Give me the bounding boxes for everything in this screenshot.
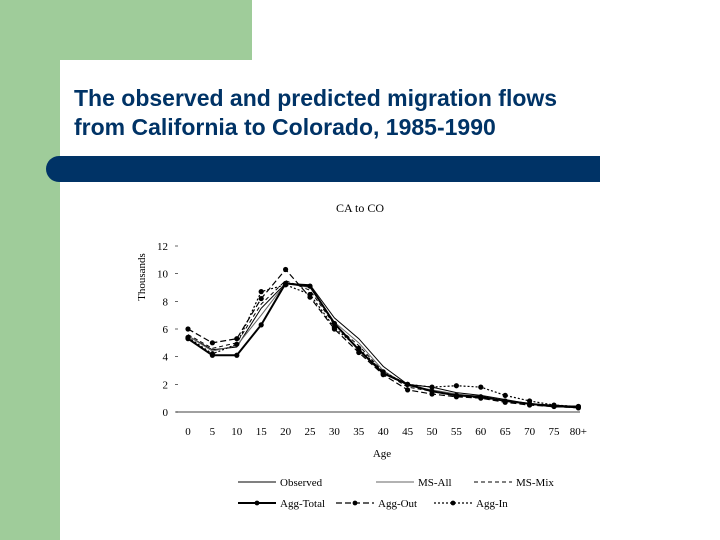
slide-title-line-1: The observed and predicted migration flo… — [74, 85, 558, 111]
x-tick-label-35: 35 — [353, 426, 365, 438]
series-point-agg-in — [307, 291, 313, 298]
x-tick-label-80+: 80+ — [570, 426, 587, 438]
series-point-agg-out — [258, 295, 264, 302]
series-point-agg-in — [234, 341, 240, 347]
legend-marker-agg-out — [352, 500, 358, 506]
x-tick-label-70: 70 — [524, 426, 536, 438]
x-tick-label-10: 10 — [231, 426, 243, 438]
series-point-agg-out — [234, 336, 240, 342]
series-point-agg-in — [380, 369, 386, 375]
series-line-observed — [187, 282, 579, 407]
y-axis-label: Thousands — [136, 253, 148, 301]
y-tick-label-4: 4 — [163, 352, 169, 364]
series-point-agg-in — [551, 402, 557, 408]
series-line-ms-all — [187, 282, 579, 409]
series-point-agg-out — [502, 399, 508, 405]
legend-label-agg-total: Agg-Total — [280, 498, 325, 510]
legend-label-agg-in: Agg-In — [476, 498, 508, 510]
x-tick-label-5: 5 — [210, 426, 216, 438]
y-tick-label-2: 2 — [163, 379, 169, 391]
y-tick-label-12: 12 — [157, 241, 168, 253]
legend-label-ms-mix: MS-Mix — [516, 477, 554, 489]
series-point-agg-out — [453, 394, 459, 400]
series-point-agg-out — [209, 340, 215, 346]
series-point-agg-out — [527, 402, 533, 408]
series-point-agg-total — [258, 322, 264, 328]
series-point-agg-out — [405, 387, 411, 393]
series-point-agg-in — [283, 282, 289, 288]
series-point-agg-in — [258, 289, 264, 295]
series-line-agg-total — [187, 282, 579, 408]
series-point-agg-in — [429, 384, 435, 390]
migration-line-chart: CA to CO Thousands Age 0 2 4 6 8 10 12 0 5 10 15 20… — [136, 201, 587, 510]
legend-label-agg-out: Agg-Out — [378, 498, 417, 510]
series-point-agg-out — [283, 266, 289, 273]
series-point-agg-in — [478, 384, 484, 390]
legend-label-observed: Observed — [280, 477, 323, 489]
series-point-agg-in — [453, 383, 459, 389]
x-axis-label: Age — [373, 448, 391, 460]
x-tick-label-25: 25 — [305, 426, 317, 438]
series-lines — [185, 266, 581, 411]
y-tick-label-6: 6 — [163, 324, 169, 336]
series-point-agg-in — [405, 381, 411, 387]
legend-marker-agg-in — [450, 500, 456, 506]
x-tick-label-15: 15 — [256, 426, 268, 438]
x-tick-label-65: 65 — [500, 426, 512, 438]
series-point-agg-in — [331, 325, 337, 331]
x-tick-label-40: 40 — [378, 426, 390, 438]
series-line-agg-in — [187, 284, 579, 408]
title-underline-bar — [46, 156, 600, 182]
x-tick-label-20: 20 — [280, 426, 292, 438]
series-point-agg-total — [234, 352, 240, 358]
series-point-agg-out — [185, 326, 191, 332]
top-green-block — [60, 0, 252, 60]
x-tick-label-45: 45 — [402, 426, 414, 438]
x-tick-label-75: 75 — [549, 426, 561, 438]
chart-legend: Observed MS-All MS-Mix Agg-Total Agg-Out Agg-… — [238, 477, 554, 510]
axes: 0 2 4 6 8 10 12 0 5 10 15 20 25 30 35 40 45 50 55 60 65 70 75 8… — [157, 241, 587, 438]
y-tick-label-0: 0 — [163, 407, 169, 419]
x-tick-label-60: 60 — [475, 426, 487, 438]
series-line-agg-out — [187, 268, 579, 409]
series-point-agg-total — [307, 283, 313, 289]
series-point-agg-out — [478, 395, 484, 401]
series-point-agg-in — [575, 403, 581, 410]
x-tick-label-30: 30 — [329, 426, 341, 438]
series-point-agg-in — [502, 392, 508, 398]
series-point-agg-out — [429, 391, 435, 397]
series-point-agg-in — [356, 345, 362, 351]
slide-title-line-2: from California to Colorado, 1985-1990 — [74, 114, 496, 140]
series-point-agg-in — [185, 334, 191, 340]
legend-label-ms-all: MS-All — [418, 477, 452, 489]
x-tick-label-0: 0 — [185, 426, 191, 438]
chart-title: CA to CO — [336, 201, 384, 215]
legend-marker-agg-total — [254, 500, 260, 506]
left-green-strip — [0, 0, 60, 540]
y-tick-label-10: 10 — [157, 269, 169, 281]
x-tick-label-55: 55 — [451, 426, 463, 438]
series-point-agg-total — [331, 320, 337, 327]
x-tick-label-50: 50 — [427, 426, 439, 438]
series-point-agg-out — [356, 349, 362, 356]
series-point-agg-in — [527, 398, 533, 404]
y-tick-label-8: 8 — [163, 296, 169, 308]
slide-title: The observed and predicted migration flo… — [74, 84, 694, 142]
series-point-agg-in — [209, 351, 215, 357]
